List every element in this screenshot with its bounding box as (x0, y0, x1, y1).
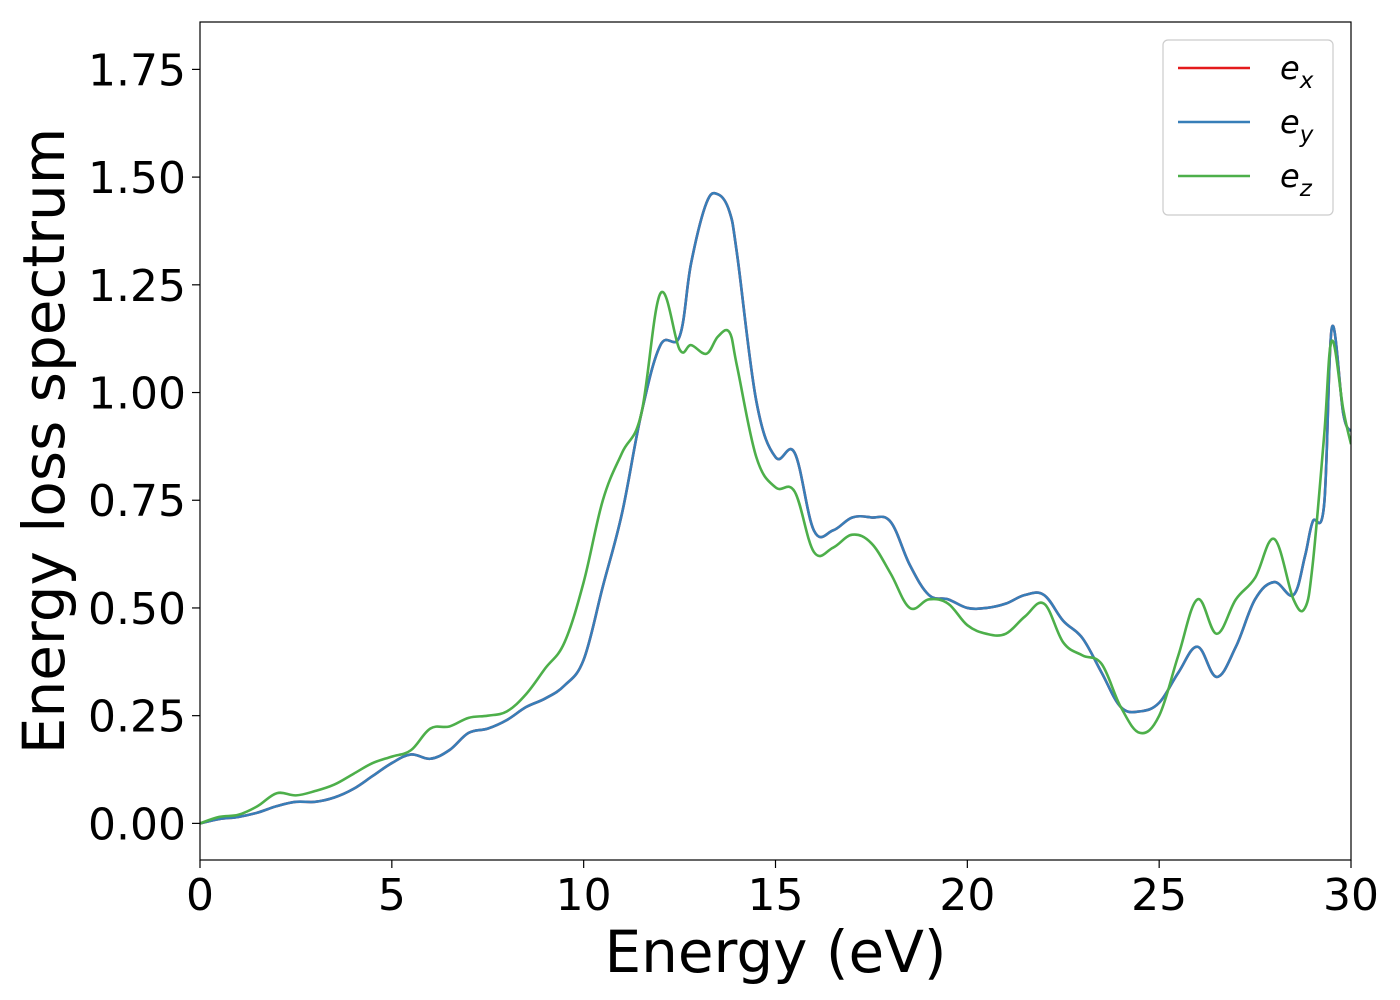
x-tick-label: 10 (556, 870, 612, 921)
x-tick-label: 25 (1131, 870, 1187, 921)
y-tick-label: 0.25 (88, 692, 186, 743)
y-tick-label: 0.00 (88, 799, 186, 850)
legend-box (1162, 39, 1334, 216)
y-tick-label: 1.75 (88, 45, 186, 96)
x-axis-label: Energy (eV) (604, 918, 946, 986)
x-tick-label: 15 (748, 870, 804, 921)
legend-label-x: ex (1280, 49, 1314, 94)
x-axis: 0 5 10 15 20 25 30 (186, 860, 1379, 921)
legend-label-base: e (1280, 49, 1300, 87)
y-tick-label: 1.25 (88, 261, 186, 312)
legend-label-subscript: x (1299, 68, 1314, 94)
legend-label-z: ez (1280, 157, 1313, 202)
series-line-x (200, 191, 1351, 825)
series-lines (200, 191, 1351, 825)
series-layer (200, 191, 1351, 825)
y-axis-label: Energy loss spectrum (10, 128, 78, 754)
x-tick-label: 20 (939, 870, 995, 921)
y-tick-label: 0.50 (88, 584, 186, 635)
legend-label-base: e (1280, 157, 1300, 195)
y-tick-label: 0.75 (88, 476, 186, 527)
legend-label-subscript: z (1299, 176, 1313, 202)
x-tick-label: 0 (186, 870, 214, 921)
y-tick-label: 1.00 (88, 369, 186, 420)
x-tick-label: 5 (378, 870, 406, 921)
legend-label-y: ey (1280, 103, 1314, 148)
y-axis: 0.00 0.25 0.50 0.75 1.00 1.25 1.50 1.75 (88, 45, 200, 850)
y-tick-label: 1.50 (88, 153, 186, 204)
series-line-y (200, 191, 1351, 825)
legend-label-base: e (1280, 103, 1300, 141)
legend-label-subscript: y (1299, 122, 1314, 148)
series-line-z (200, 290, 1351, 825)
x-tick-label: 30 (1323, 870, 1379, 921)
